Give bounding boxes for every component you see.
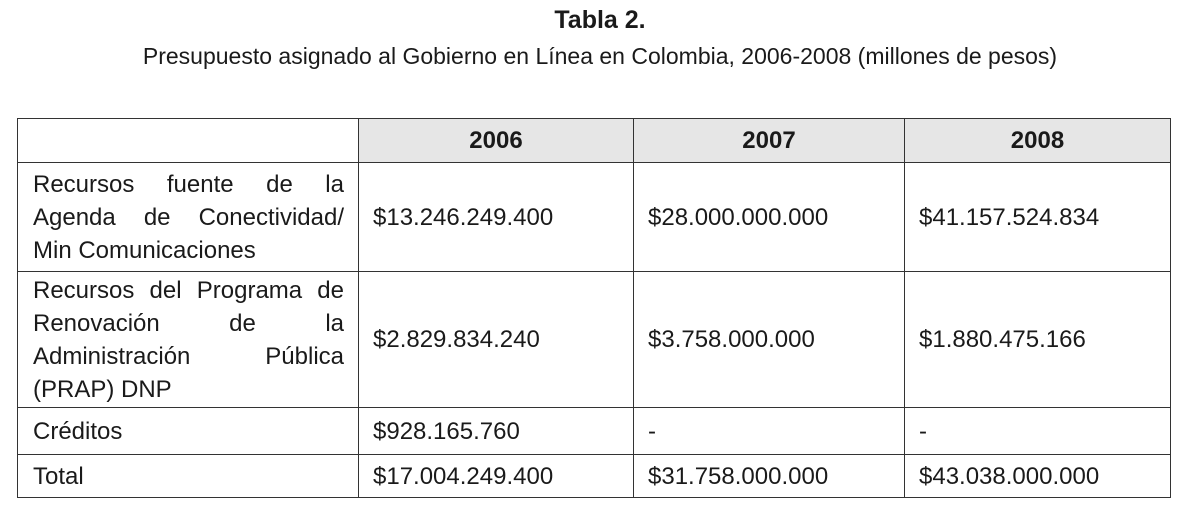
value-cell: $3.758.000.000 [633,271,905,408]
row-label: Recursos del Programa de Renovación de l… [17,271,359,408]
row-label: Recursos fuente de la Agenda de Conectiv… [17,162,359,272]
value-cell: $17.004.249.400 [358,454,634,498]
value-cell: $41.157.524.834 [904,162,1171,272]
value-cell: $2.829.834.240 [358,271,634,408]
header-cell: 2006 [358,118,634,163]
value-cell: $31.758.000.000 [633,454,905,498]
value-cell: $28.000.000.000 [633,162,905,272]
table-title: Tabla 2. [554,6,646,34]
table-row: Total $17.004.249.400 $31.758.000.000 $43.0… [17,454,1171,498]
header-cell: 2008 [904,118,1171,163]
value-cell: - [633,407,905,455]
table-body: Recursos fuente de la Agenda de Conectiv… [17,162,1171,498]
value-cell: $43.038.000.000 [904,454,1171,498]
row-label: Créditos [17,407,359,455]
value-cell: $928.165.760 [358,407,634,455]
table-row: Créditos $928.165.760- - [17,407,1171,455]
table-row: Recursos fuente de la Agenda de Conectiv… [17,162,1171,272]
table-subtitle: Presupuesto asignado al Gobierno en Líne… [142,43,1058,69]
header-cell [17,118,359,163]
header-cell: 2007 [633,118,905,163]
budget-table: 2006 2007 2008 Recursos fuente de la Age… [17,118,1171,498]
row-label: Total [17,454,359,498]
header-row: 2006 2007 2008 [17,118,1171,163]
table-row: Recursos del Programa de Renovación de l… [17,271,1171,408]
value-cell: - [904,407,1171,455]
value-cell: $13.246.249.400 [358,162,634,272]
value-cell: $1.880.475.166 [904,271,1171,408]
